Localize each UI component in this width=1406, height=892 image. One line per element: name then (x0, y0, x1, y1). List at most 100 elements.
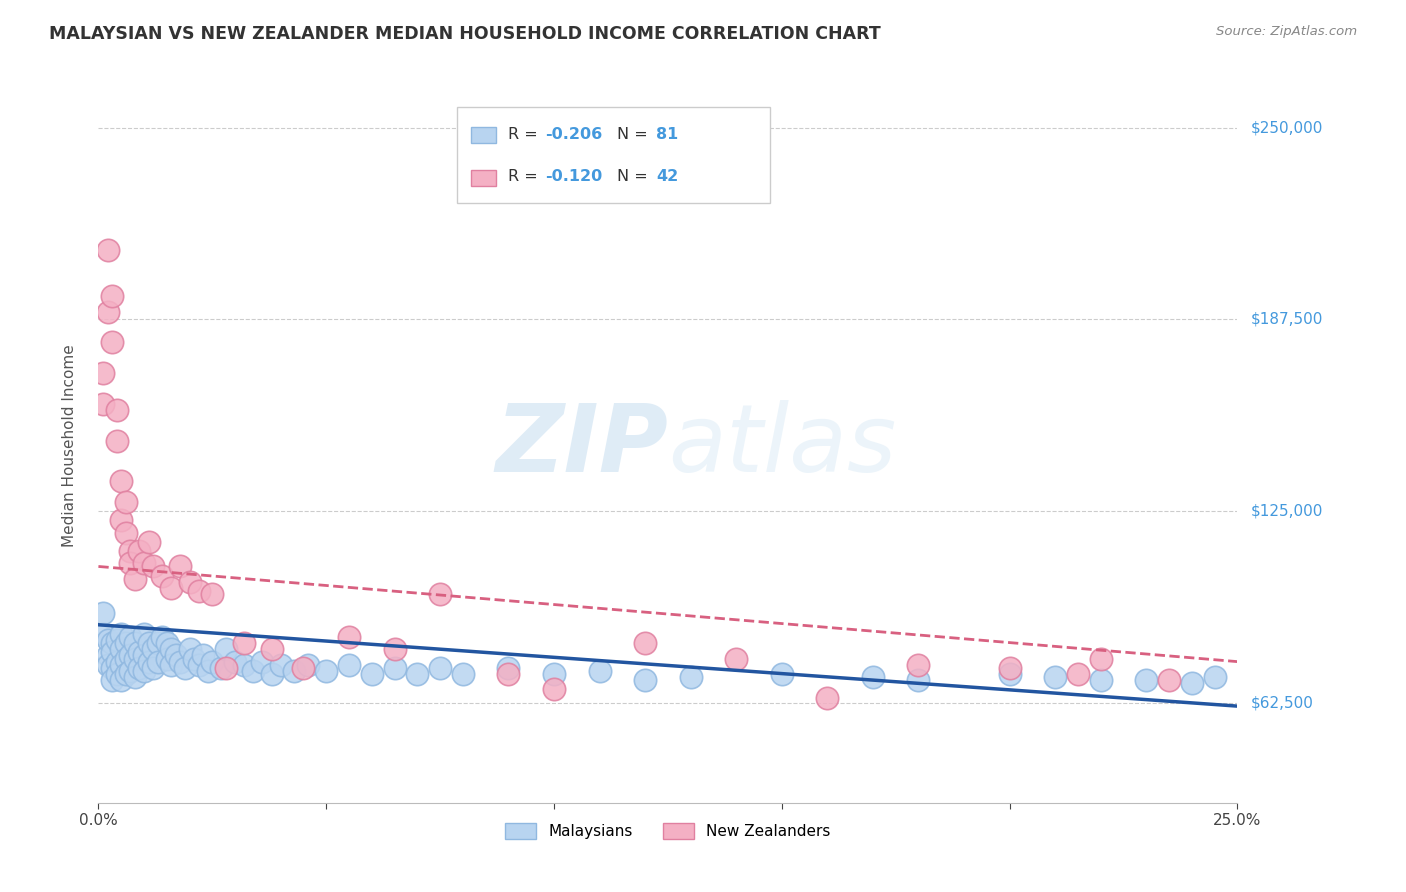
FancyBboxPatch shape (471, 127, 496, 143)
Text: $250,000: $250,000 (1251, 120, 1323, 135)
Point (138, 655, 160, 669)
Y-axis label: Median Household Income: Median Household Income (62, 344, 77, 548)
Point (451, 666, 474, 681)
Point (150, 568, 173, 582)
Point (1204, 670, 1226, 684)
Point (156, 636, 179, 650)
Point (105, 434, 128, 448)
Point (132, 627, 155, 641)
FancyBboxPatch shape (471, 169, 496, 186)
Point (146, 655, 169, 669)
Point (91, 627, 114, 641)
Point (105, 655, 128, 669)
Point (138, 636, 160, 650)
Point (429, 587, 451, 601)
Point (101, 289, 124, 303)
Point (679, 670, 702, 684)
Point (128, 645, 150, 659)
Point (124, 572, 146, 586)
Point (498, 666, 520, 681)
Point (120, 557, 142, 571)
Text: ZIP: ZIP (495, 400, 668, 492)
Text: 81: 81 (657, 127, 679, 142)
Point (128, 544, 150, 558)
Point (498, 661, 520, 675)
Point (260, 666, 283, 681)
Text: N =: N = (617, 169, 652, 185)
Point (101, 645, 124, 659)
Point (120, 664, 142, 678)
Point (120, 630, 142, 644)
Point (183, 651, 205, 665)
Point (998, 666, 1021, 681)
Point (124, 651, 146, 665)
Point (96, 244, 118, 258)
Point (252, 655, 274, 669)
Point (146, 636, 169, 650)
Point (138, 535, 160, 549)
Text: -0.120: -0.120 (546, 169, 602, 185)
Point (998, 661, 1021, 675)
Point (120, 648, 142, 663)
Point (114, 651, 136, 665)
Point (197, 664, 219, 678)
Point (201, 587, 224, 601)
Point (91, 606, 114, 620)
Point (907, 657, 929, 672)
Text: $187,500: $187,500 (1251, 312, 1323, 326)
Text: 42: 42 (657, 169, 679, 185)
Point (120, 544, 142, 558)
Point (96, 657, 118, 672)
Point (187, 657, 209, 672)
Point (150, 630, 173, 644)
Point (543, 666, 565, 681)
Point (215, 642, 238, 657)
Point (114, 666, 136, 681)
Point (429, 661, 451, 675)
Point (588, 664, 610, 678)
Point (907, 673, 929, 687)
Legend: Malaysians, New Zealanders: Malaysians, New Zealanders (499, 817, 837, 845)
Text: R =: R = (509, 169, 543, 185)
Point (110, 657, 132, 672)
Point (174, 661, 197, 675)
Point (142, 559, 165, 574)
Point (292, 661, 315, 675)
Point (543, 682, 565, 697)
Point (101, 335, 124, 350)
Point (165, 648, 187, 663)
Point (1181, 676, 1204, 690)
Point (101, 661, 124, 675)
Point (634, 673, 657, 687)
Point (233, 657, 256, 672)
Point (224, 655, 246, 669)
Point (110, 474, 132, 488)
Point (128, 661, 150, 675)
Point (337, 630, 360, 644)
Point (105, 403, 128, 417)
Point (337, 657, 360, 672)
Point (96, 633, 118, 648)
Point (187, 584, 209, 599)
Point (315, 664, 337, 678)
Text: -0.206: -0.206 (546, 127, 602, 142)
Point (1135, 673, 1157, 687)
Point (105, 666, 128, 681)
Point (114, 636, 136, 650)
Point (110, 673, 132, 687)
Point (201, 655, 224, 669)
Point (156, 651, 179, 665)
Point (242, 664, 264, 678)
Point (105, 633, 128, 648)
Point (634, 636, 657, 650)
Point (110, 627, 132, 641)
Text: MALAYSIAN VS NEW ZEALANDER MEDIAN HOUSEHOLD INCOME CORRELATION CHART: MALAYSIAN VS NEW ZEALANDER MEDIAN HOUSEH… (49, 25, 882, 43)
Point (91, 366, 114, 380)
Point (169, 655, 191, 669)
Point (160, 657, 183, 672)
Point (1090, 673, 1112, 687)
Point (132, 557, 155, 571)
Point (96, 304, 118, 318)
Point (132, 648, 155, 663)
Point (1157, 673, 1180, 687)
